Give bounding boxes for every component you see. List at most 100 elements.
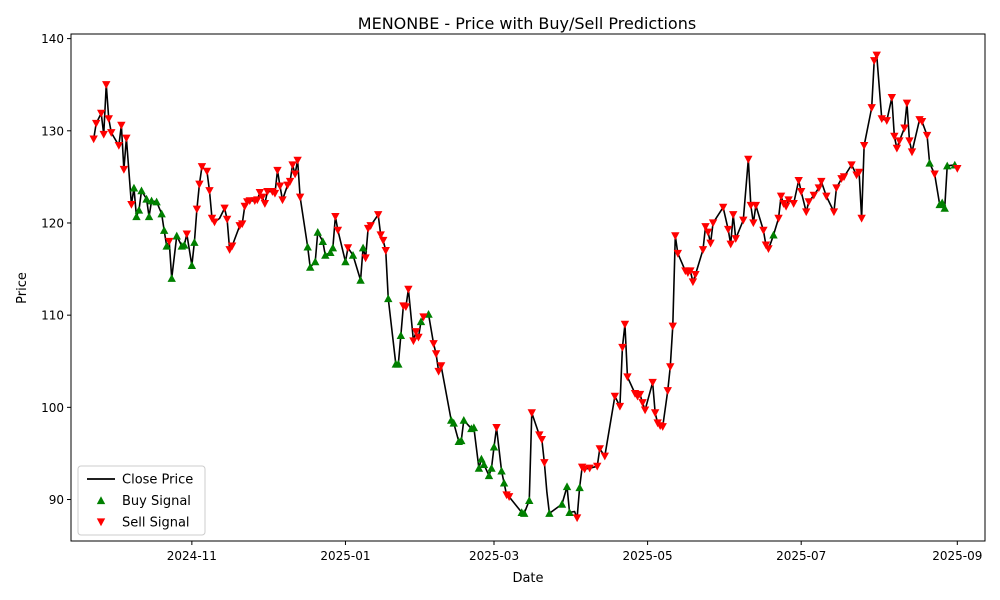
buy-signal-point xyxy=(303,242,312,251)
sell-signal-series xyxy=(89,51,962,523)
sell-signal-point xyxy=(414,333,423,342)
sell-signal-point xyxy=(381,247,390,255)
buy-signal-point xyxy=(943,161,952,170)
sell-signal-point xyxy=(492,424,501,432)
sell-signal-point xyxy=(504,493,514,501)
buy-signal-point xyxy=(157,209,166,218)
sell-signal-point xyxy=(220,204,229,213)
sell-signal-point xyxy=(666,363,675,371)
sell-signal-point xyxy=(887,94,897,102)
sell-signal-point xyxy=(97,109,106,118)
sell-signal-point xyxy=(404,285,413,294)
x-tick-label: 2025-01 xyxy=(320,549,370,563)
sell-signal-point xyxy=(749,219,758,228)
x-tick-label: 2024-11 xyxy=(167,549,217,563)
sell-signal-point xyxy=(663,387,672,395)
sell-signal-point xyxy=(691,271,700,279)
sell-signal-point xyxy=(343,244,353,253)
sell-signal-point xyxy=(882,117,892,125)
legend: Close Price Buy Signal Sell Signal xyxy=(77,465,206,536)
buy-signal-point xyxy=(449,418,458,427)
sell-signal-point xyxy=(540,459,549,467)
sell-signal-point xyxy=(290,170,300,179)
buy-signal-point xyxy=(484,471,494,480)
sell-signal-point xyxy=(293,156,302,165)
buy-signal-point xyxy=(937,198,947,207)
sell-signal-point xyxy=(255,188,265,197)
sell-signal-point xyxy=(373,211,383,219)
close-price-line xyxy=(92,54,958,519)
sell-signal-point xyxy=(789,200,798,208)
sell-signal-point xyxy=(817,177,826,186)
sell-signal-point xyxy=(273,166,282,175)
sell-signal-point xyxy=(127,200,136,209)
y-axis: 90 100 110 120 130 140 xyxy=(41,32,71,507)
sell-signal-point xyxy=(618,343,627,352)
sell-signal-point xyxy=(739,216,748,225)
buy-signal-point xyxy=(487,463,496,472)
buy-signal-point xyxy=(520,509,529,517)
buy-signal-point xyxy=(318,237,327,245)
sell-signal-point xyxy=(867,104,876,112)
buy-signal-point xyxy=(459,416,468,424)
buy-signal-point xyxy=(477,454,486,463)
sell-signal-point xyxy=(202,167,212,176)
sell-signal-point xyxy=(759,226,768,235)
sell-signal-point xyxy=(698,246,708,254)
sell-signal-point xyxy=(686,267,695,276)
sell-signal-point xyxy=(895,137,904,146)
sell-signal-point xyxy=(804,198,813,206)
buy-signal-point xyxy=(152,197,161,206)
sell-signal-point xyxy=(930,170,939,179)
y-tick-label: 90 xyxy=(49,493,64,507)
sell-signal-point xyxy=(703,228,713,237)
sell-signal-point xyxy=(668,322,677,331)
buy-signal-point xyxy=(394,359,403,368)
sell-signal-point xyxy=(794,176,803,185)
sell-signal-point xyxy=(900,124,909,133)
sell-signal-point xyxy=(333,226,343,235)
buy-signal-point xyxy=(129,183,139,192)
legend-label: Close Price xyxy=(122,473,193,488)
buy-signal-point xyxy=(137,186,146,195)
sell-signal-point xyxy=(640,406,650,415)
sell-signal-point xyxy=(192,205,202,214)
buy-signal-point xyxy=(575,483,584,492)
buy-signal-point xyxy=(326,248,335,257)
sell-signal-point xyxy=(436,362,446,371)
buy-signal-point xyxy=(489,442,499,451)
buy-signal-point xyxy=(162,241,171,250)
sell-signal-point xyxy=(774,214,783,223)
buy-signal-point xyxy=(769,230,778,239)
buy-signal-point xyxy=(172,231,181,240)
sell-signal-point xyxy=(623,373,632,382)
sell-signal-point xyxy=(718,203,728,212)
sell-signal-point xyxy=(331,212,340,221)
legend-sell-swatch xyxy=(96,518,106,527)
sell-signal-point xyxy=(859,141,869,150)
legend-entry: Buy Signal xyxy=(96,494,191,509)
sell-signal-point xyxy=(117,121,126,130)
sell-signal-point xyxy=(535,431,544,440)
plot-area xyxy=(89,51,962,523)
sell-signal-point xyxy=(802,208,811,217)
sell-signal-point xyxy=(119,165,129,174)
buy-signal-point xyxy=(313,227,322,236)
sell-signal-point xyxy=(593,462,602,471)
sell-signal-point xyxy=(253,196,262,205)
buy-signal-point xyxy=(525,496,534,505)
x-tick-label: 2025-09 xyxy=(932,549,982,563)
y-tick-label: 100 xyxy=(41,401,64,415)
sell-signal-point xyxy=(104,115,113,124)
sell-signal-point xyxy=(809,191,818,200)
sell-signal-point xyxy=(729,211,738,219)
buy-signal-point xyxy=(457,436,466,445)
y-tick-label: 130 xyxy=(41,124,64,138)
buy-signal-point xyxy=(356,275,365,284)
sell-signal-point xyxy=(671,232,680,241)
sell-signal-point xyxy=(258,193,267,202)
sell-signal-point xyxy=(195,180,204,189)
sell-signal-point xyxy=(648,378,657,387)
buy-signal-point xyxy=(545,509,554,517)
